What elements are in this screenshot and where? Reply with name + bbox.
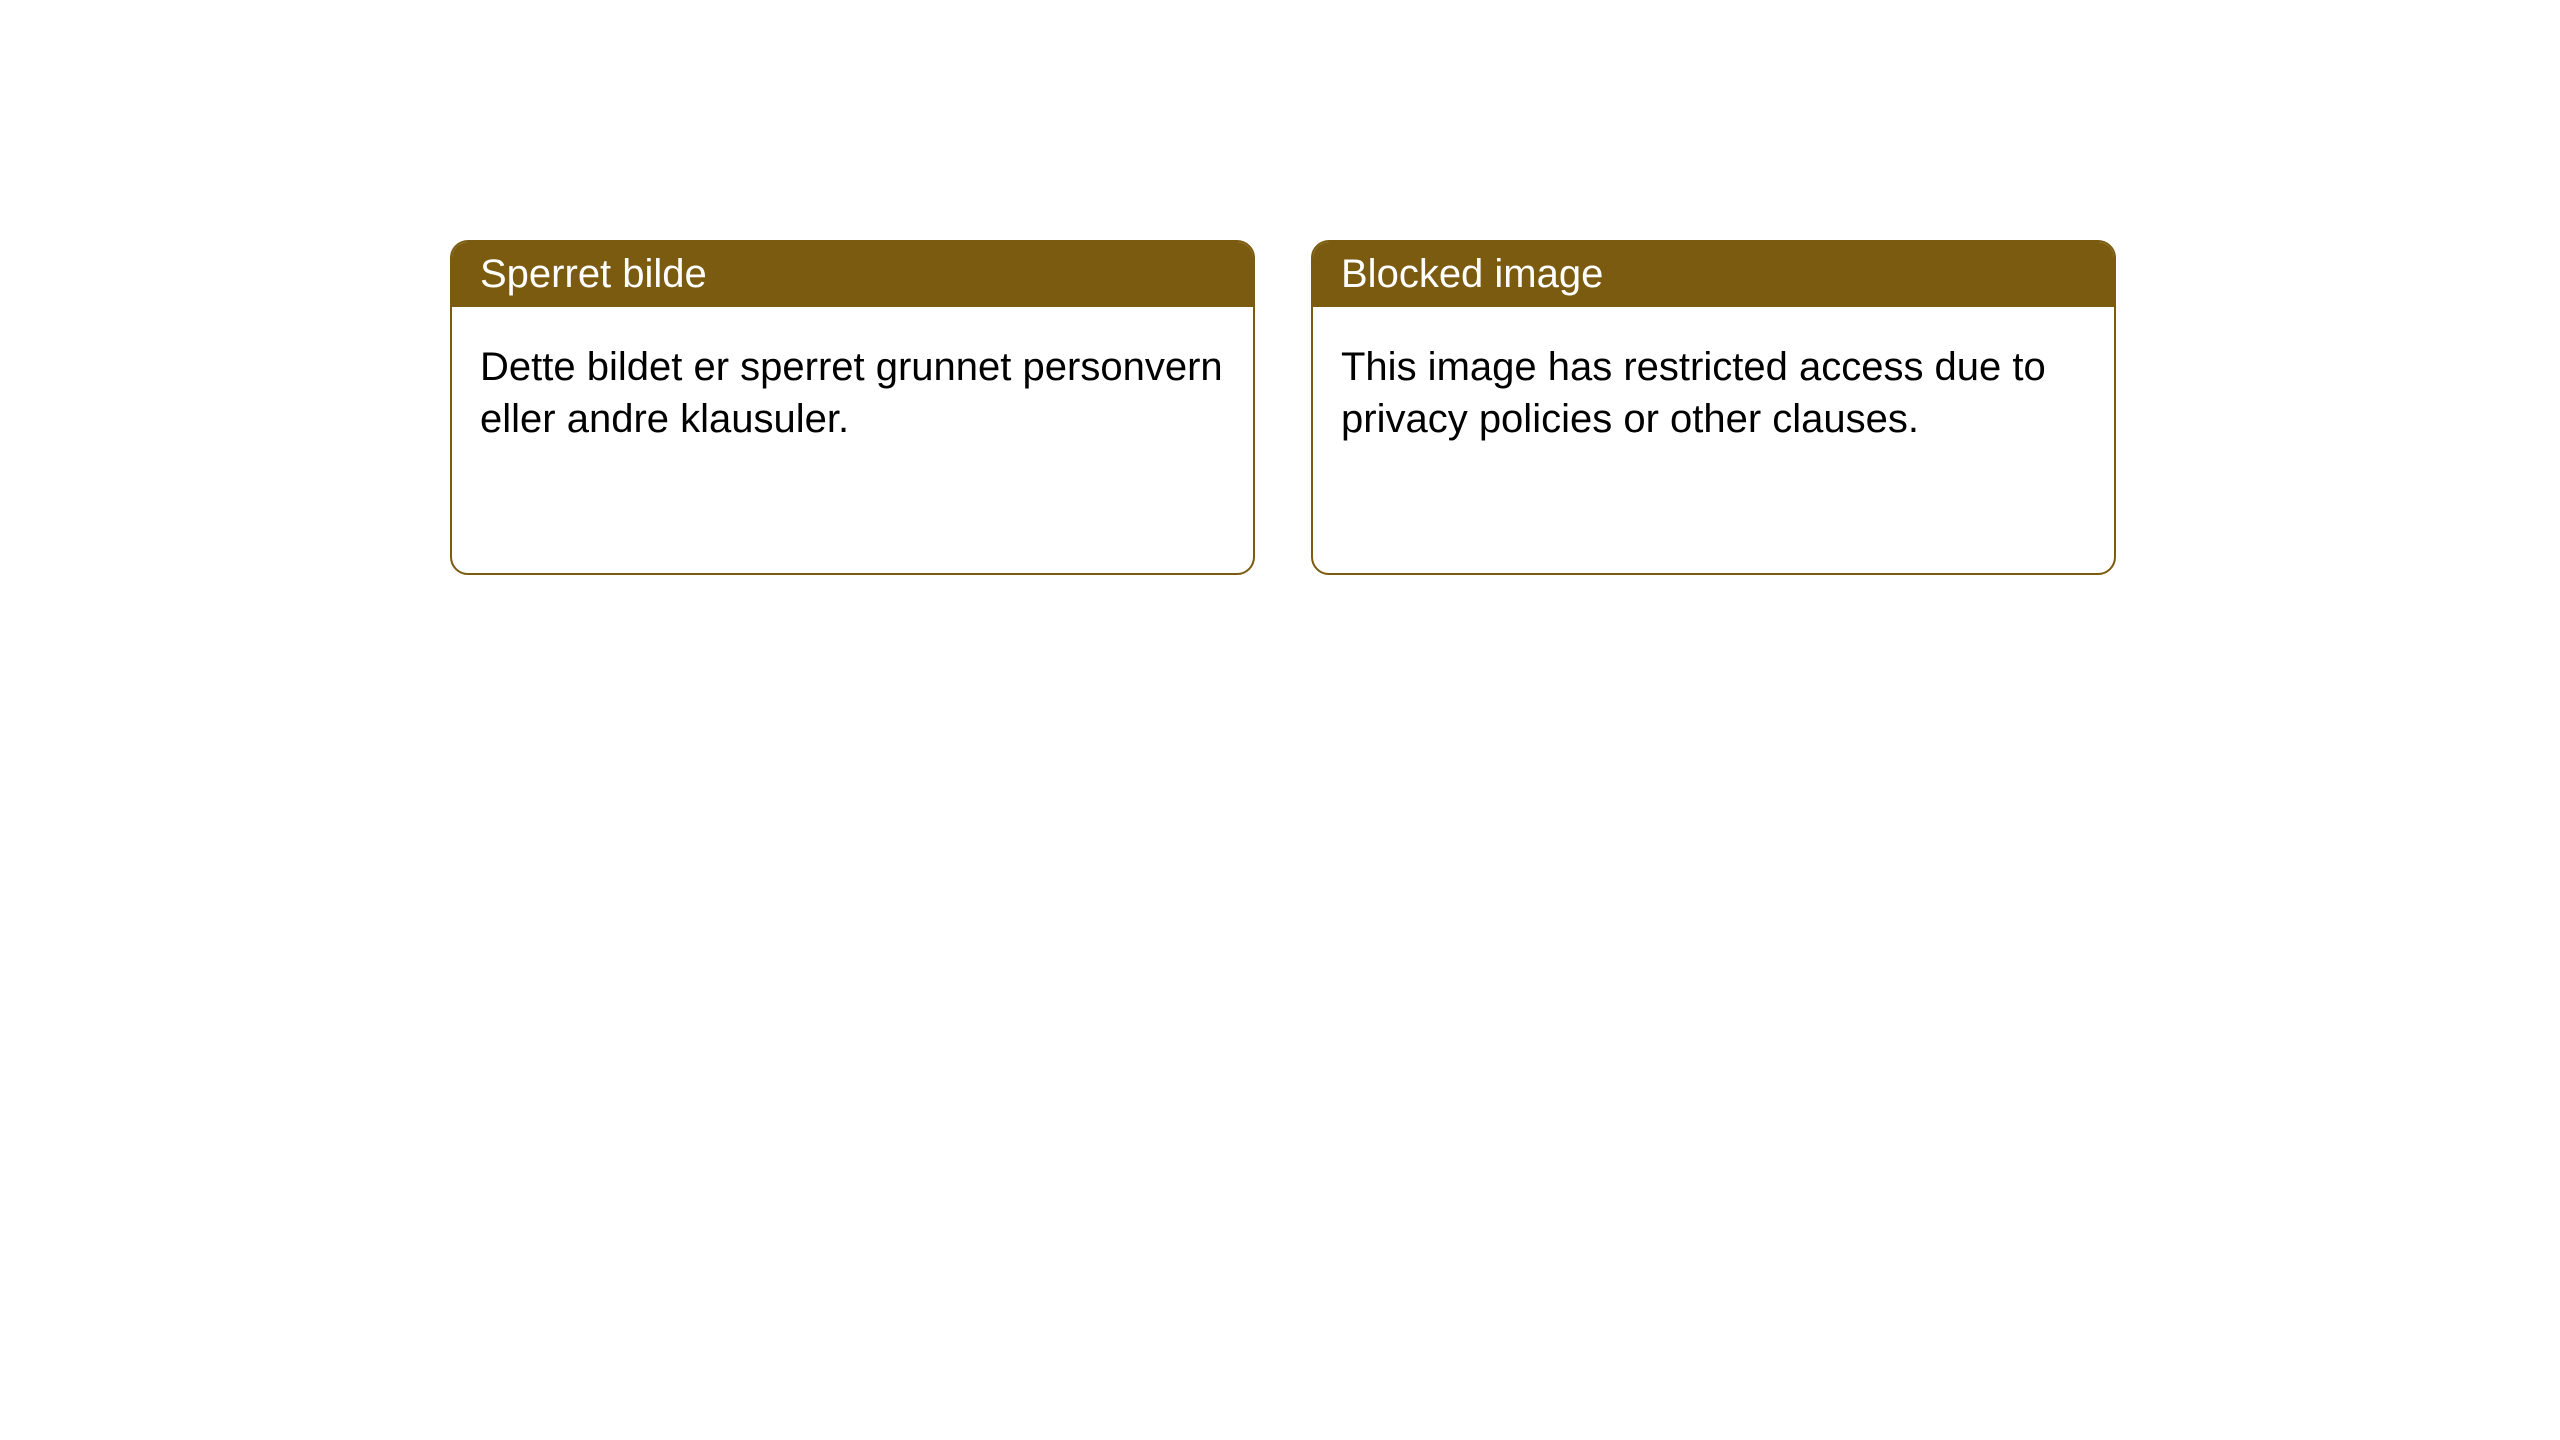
notice-body: Dette bildet er sperret grunnet personve…: [452, 307, 1253, 479]
notice-container: Sperret bilde Dette bildet er sperret gr…: [0, 0, 2560, 575]
notice-title: Sperret bilde: [480, 252, 707, 296]
notice-card-english: Blocked image This image has restricted …: [1311, 240, 2116, 575]
notice-message: Dette bildet er sperret grunnet personve…: [480, 345, 1223, 441]
notice-body: This image has restricted access due to …: [1313, 307, 2114, 479]
notice-header: Blocked image: [1313, 242, 2114, 307]
notice-title: Blocked image: [1341, 252, 1603, 296]
notice-header: Sperret bilde: [452, 242, 1253, 307]
notice-card-norwegian: Sperret bilde Dette bildet er sperret gr…: [450, 240, 1255, 575]
notice-message: This image has restricted access due to …: [1341, 345, 2046, 441]
